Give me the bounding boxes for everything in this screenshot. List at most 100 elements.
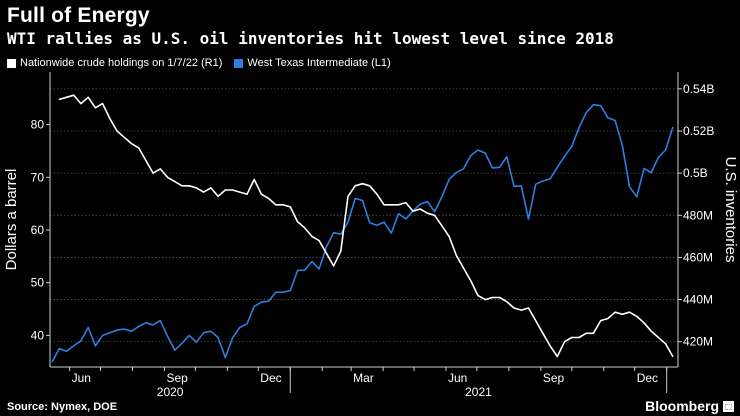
wti-series-line-point [311, 261, 313, 263]
x-tick-label: Sep [166, 371, 188, 385]
crude-holdings-series-line-point [296, 221, 299, 223]
wti-series-line-point [520, 185, 522, 187]
crude-holdings-series-line-point [253, 178, 255, 181]
wti-series-line-point [318, 268, 320, 270]
wti-series-line-point [361, 199, 364, 202]
source-note: Source: Nymex, DOE [7, 401, 118, 413]
crude-holdings-series-line-point [152, 172, 154, 174]
x-tick-label: Dec [260, 371, 281, 385]
wti-series-line-point [101, 334, 104, 336]
wti-series-line-point [470, 155, 472, 157]
crude-holdings-series-line-point [361, 183, 364, 185]
wti-series-line-point [195, 341, 198, 343]
crude-holdings-series-line-point [224, 189, 226, 191]
wti-series-line-point [592, 104, 595, 106]
crude-holdings-series-line-point [246, 193, 248, 195]
wti-series-line-point [166, 335, 169, 338]
wti-series-line-point [123, 328, 125, 330]
crude-holdings-series-line-point [138, 147, 140, 149]
crude-holdings-series-line-point [94, 107, 96, 109]
crude-holdings-series-line-point [65, 96, 68, 98]
crude-holdings-series-line-point [289, 206, 291, 208]
wti-series-line-point [87, 326, 89, 329]
wti-series-line-point [556, 166, 558, 168]
crude-holdings-series-line-point [203, 191, 205, 193]
wti-series-line-point [369, 222, 371, 224]
x-year-label: 2020 [157, 385, 184, 399]
crude-holdings-series-line-point [434, 214, 436, 216]
wti-series-line-point [109, 332, 111, 334]
crude-holdings-series-line-point [390, 204, 392, 206]
crude-holdings-series-line-point [527, 307, 530, 309]
crude-holdings-series-line-point [513, 307, 515, 309]
crude-holdings-series-line-point [643, 322, 645, 324]
wti-series-line-point [513, 185, 515, 187]
crude-holdings-series-line [59, 94, 674, 358]
wti-series-line-point [253, 305, 255, 308]
chart-subtitle: WTI rallies as U.S. oil inventories hit … [7, 29, 614, 48]
legend-swatch-wti [234, 58, 244, 68]
crude-holdings-series-line-point [549, 345, 551, 347]
wti-series-line-point [636, 196, 638, 198]
crude-holdings-series-line-point [101, 103, 104, 105]
wti-series-line-point [268, 300, 270, 302]
crude-holdings-series-line-point [650, 330, 652, 332]
wti-series-line-point [535, 183, 537, 185]
x-year-label: 2021 [465, 385, 492, 399]
wti-series-line-point [455, 172, 457, 174]
wti-series-line-point [152, 324, 154, 326]
crude-holdings-series-line-point [188, 185, 190, 187]
wti-series-line-point [491, 167, 493, 169]
wti-series-line-point [246, 323, 248, 325]
wti-series-line-point [159, 320, 161, 322]
wti-series-line-point [332, 232, 335, 234]
wti-series-line-point [383, 221, 385, 223]
crude-holdings-series-line-point [123, 136, 125, 138]
crude-holdings-series-line-point [506, 301, 508, 303]
wti-series-line-point [376, 224, 378, 226]
wti-series-line-point [116, 329, 118, 331]
wti-series-line-point [419, 203, 421, 205]
wti-series-line-point [621, 144, 623, 146]
crude-holdings-series-line-point [499, 296, 501, 299]
wti-series-line-point [426, 200, 429, 203]
crude-holdings-series-line-point [347, 195, 349, 197]
wti-series-line-point [441, 196, 443, 198]
crude-holdings-series-line-point [80, 103, 82, 105]
left-tick-label: 60 [31, 223, 45, 237]
crude-holdings-series-line-point [441, 225, 443, 227]
wti-series-line-point [174, 349, 176, 351]
bloomberg-logo-icon: ⬚ [723, 400, 734, 412]
crude-holdings-series-line-point [614, 311, 616, 313]
wti-series-line-point [665, 149, 667, 151]
crude-holdings-series-line-point [383, 204, 385, 206]
x-tick-label: Dec [637, 371, 658, 385]
right-tick-label: 440M [683, 293, 713, 307]
wti-series-line-point [145, 322, 147, 324]
crude-holdings-series-line-point [210, 187, 212, 189]
wti-series-line-point [347, 221, 349, 223]
wti-series-line-point [94, 345, 96, 347]
crude-holdings-series-line-point [217, 195, 219, 197]
crude-holdings-series-line-point [174, 180, 176, 183]
wti-series-line-point [542, 180, 544, 182]
wti-series-line-point [499, 166, 501, 168]
crude-holdings-series-line-point [354, 185, 356, 187]
wti-series-line-point [462, 168, 465, 170]
right-tick-label: 0.5B [683, 166, 708, 180]
crude-holdings-series-line-point [340, 250, 342, 252]
brand: Bloomberg ⬚ [645, 398, 734, 414]
crude-holdings-series-line-point [477, 294, 479, 296]
wti-series-line-point [585, 111, 587, 114]
crude-holdings-series-line-point [563, 341, 566, 343]
crude-holdings-series-line-point [87, 96, 89, 98]
crude-holdings-series-line-point [636, 315, 638, 318]
brand-name: Bloomberg [645, 398, 719, 414]
legend: Nationwide crude holdings on 1/7/22 (R1)… [7, 56, 391, 70]
wti-series-line-point [600, 105, 602, 107]
wti-series-line-point [643, 167, 645, 170]
chart-title: Full of Energy [7, 4, 150, 27]
legend-item-crude: Nationwide crude holdings on 1/7/22 (R1) [7, 57, 222, 69]
crude-holdings-series-line-point [592, 332, 595, 334]
y-left-axis-title: Dollars a barrel [3, 169, 20, 271]
